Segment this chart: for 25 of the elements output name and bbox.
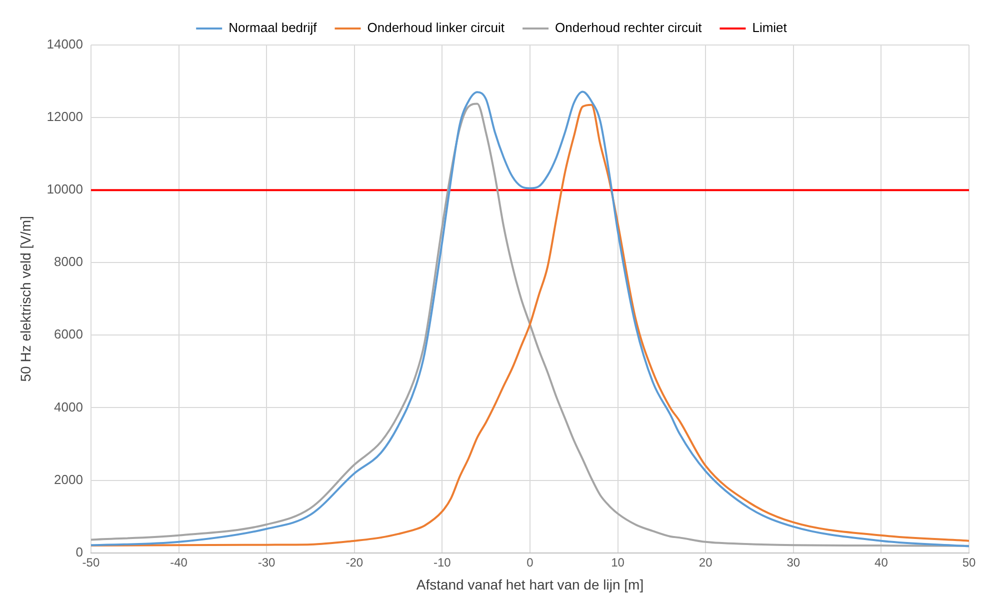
legend-label: Normaal bedrijf (228, 20, 318, 36)
y-tick-label: 12000 (46, 109, 83, 124)
x-tick-label: 10 (611, 555, 625, 570)
x-axis-title: Afstand vanaf het hart van de lijn [m] (416, 576, 644, 592)
x-tick-label: 0 (526, 555, 534, 570)
y-tick-label: 2000 (54, 472, 83, 487)
y-tick-label: 14000 (46, 36, 83, 52)
legend-label: Onderhoud linker circuit (367, 20, 505, 36)
x-tick-label: -10 (434, 555, 452, 570)
x-tick-label: -50 (82, 555, 100, 570)
x-tick-label: -20 (346, 555, 364, 570)
x-tick-label: -40 (170, 555, 188, 570)
y-tick-label: 8000 (54, 254, 83, 270)
x-tick-label: 20 (698, 555, 713, 570)
y-axis-title: 50 Hz elektrisch veld [V/m] (17, 216, 34, 382)
y-tick-label: 0 (76, 544, 83, 560)
legend-label: Onderhoud rechter circuit (555, 20, 702, 36)
x-tick-label: 40 (874, 555, 888, 570)
y-tick-label: 4000 (54, 399, 83, 414)
legend-label: Limiet (752, 20, 788, 36)
y-tick-label: 10000 (46, 182, 83, 197)
y-tick-label: 6000 (54, 326, 83, 342)
x-tick-label: -30 (258, 555, 276, 570)
x-tick-label: 30 (786, 555, 800, 570)
x-tick-label: 50 (962, 555, 976, 570)
